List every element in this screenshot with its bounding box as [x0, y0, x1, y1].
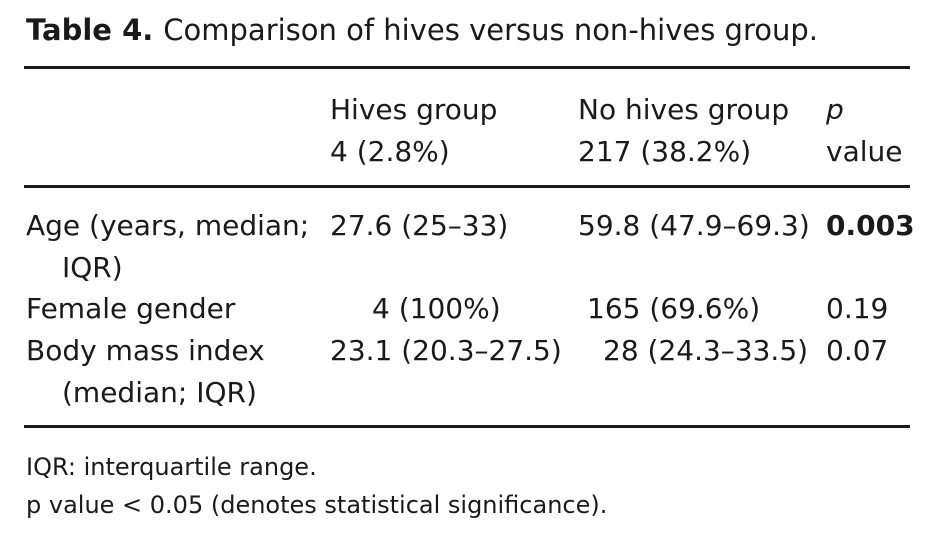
row-label-bmi: Body mass index (median; IQR)	[26, 330, 265, 414]
row-label-age: Age (years, median; IQR)	[26, 205, 309, 289]
table-caption: Table 4. Comparison of hives versus non-h…	[26, 10, 818, 50]
footnote-p-value: p value < 0.05 (denotes statistical sign…	[26, 491, 608, 519]
header-hives-count: 4 (2.8%)	[330, 135, 450, 168]
table-title: Comparison of hives versus non-hives gro…	[163, 13, 818, 47]
bottom-rule	[24, 425, 910, 428]
header-no-hives-group: No hives group 217 (38.2%)	[578, 89, 789, 173]
header-no-hives-label: No hives group	[578, 93, 790, 126]
header-rule	[24, 185, 910, 188]
top-rule	[24, 66, 910, 69]
table-cell-hives: 27.6 (25–33)	[330, 209, 509, 242]
row-label-gender: Female gender	[26, 292, 236, 325]
table-cell-p-value: 0.003	[826, 209, 915, 242]
row-label-line2: (median; IQR)	[62, 376, 257, 409]
table-cell-hives: 4 (100%)	[372, 292, 501, 325]
table-cell-no-hives: 165 (69.6%)	[587, 292, 761, 325]
header-hives-label: Hives group	[330, 93, 498, 126]
header-p-letter: p	[826, 93, 844, 126]
table-footnotes: IQR: interquartile range. p value < 0.05…	[26, 448, 607, 524]
table-number: Table 4.	[26, 13, 154, 47]
header-p-word: value	[826, 135, 903, 168]
row-label-line2: IQR)	[62, 251, 123, 284]
table-cell-no-hives: 28 (24.3–33.5)	[603, 334, 809, 367]
table-cell-hives: 23.1 (20.3–27.5)	[330, 334, 562, 367]
header-hives-group: Hives group 4 (2.8%)	[330, 89, 497, 173]
table-cell-p-value: 0.19	[826, 292, 889, 325]
table-cell-no-hives: 59.8 (47.9–69.3)	[578, 209, 810, 242]
header-no-hives-count: 217 (38.2%)	[578, 135, 752, 168]
footnote-iqr: IQR: interquartile range.	[26, 453, 317, 481]
row-label-line1: Body mass index	[26, 334, 265, 367]
table-cell-p-value: 0.07	[826, 334, 889, 367]
header-p-value: p value	[826, 89, 902, 173]
row-label-line1: Age (years, median;	[26, 209, 310, 242]
